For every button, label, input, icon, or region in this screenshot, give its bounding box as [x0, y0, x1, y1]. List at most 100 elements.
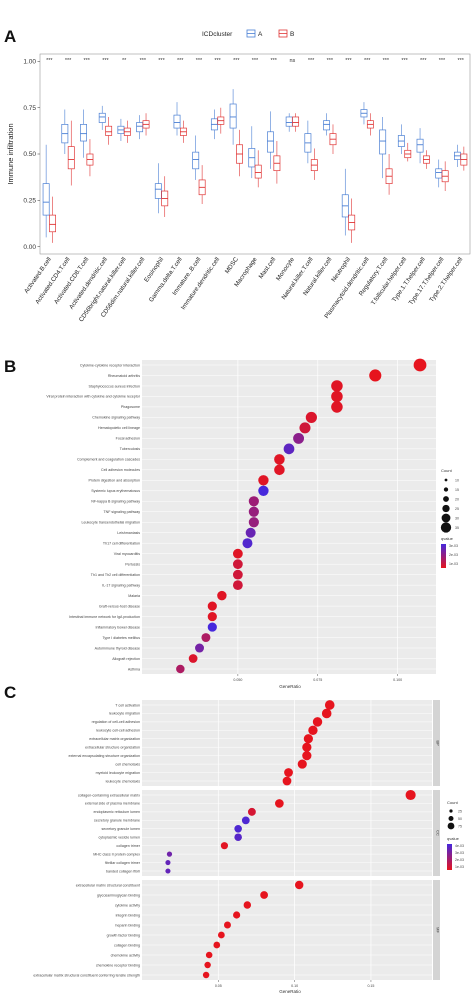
legend-count-label: 75 — [458, 824, 462, 828]
term-dot — [217, 931, 225, 939]
x-category-label: Activated.CD4.T.cell — [34, 256, 71, 305]
x-category-label: Type.1.T.helper.cell — [391, 256, 427, 303]
legend-qvalue-title: qvalue — [447, 836, 460, 841]
term-label: integrin binding — [116, 913, 140, 917]
significance-label: *** — [140, 58, 147, 64]
box-a — [285, 113, 293, 132]
panel-b-plot-area — [142, 360, 436, 674]
term-dot — [275, 799, 284, 808]
term-dot — [223, 921, 231, 929]
term-dot — [321, 708, 332, 719]
term-dot — [248, 506, 259, 517]
term-label: chemokine receptor binding — [96, 963, 140, 967]
y-tick-label: 0.00 — [23, 244, 36, 251]
legend-qvalue-label: 2e-03 — [455, 858, 464, 862]
panel-a-y-axis-title: Immune infiltration — [6, 123, 15, 184]
box-b — [142, 113, 150, 136]
box-body — [154, 183, 162, 199]
box-b — [105, 116, 113, 145]
significance-label: *** — [158, 58, 165, 64]
term-dot — [204, 961, 211, 969]
facet-plot-area — [142, 880, 432, 980]
box-b — [161, 176, 169, 217]
panel-a-legend-title: ICDcluster — [202, 31, 233, 38]
legend-qvalue-bar — [441, 544, 446, 568]
panel-c-legend: Count 25 50 75 qvalue 4e-03 3e-03 2e-03 1e-03 — [447, 800, 464, 870]
box-body — [292, 116, 300, 127]
legend-qvalue-label: 1e-03 — [455, 865, 464, 869]
term-dot — [303, 734, 313, 744]
panel-a-significance-labels: *** *** *** *** ** *** *** *** *** *** *** *** *** ns… — [46, 58, 465, 64]
box-a — [435, 159, 443, 188]
term-dot — [201, 633, 211, 643]
term-dot — [242, 538, 253, 549]
term-label: NF-kappa B signaling pathway — [91, 500, 140, 504]
term-label: myeloid leukocyte migration — [96, 771, 140, 775]
box-a — [341, 168, 349, 236]
significance-label: *** — [65, 58, 72, 64]
term-dot — [220, 842, 229, 850]
term-label: TNF signaling pathway — [103, 510, 140, 514]
term-label: leukocyte cell-cell adhesion — [96, 729, 140, 733]
legend-count-dot — [443, 487, 449, 492]
y-tick-label: 0.75 — [23, 105, 36, 112]
x-category-label: Activated.CD8.T.cell — [53, 256, 90, 305]
significance-label: *** — [457, 58, 464, 64]
significance-label: *** — [364, 58, 371, 64]
box-body — [416, 138, 424, 153]
term-label: Viral myocarditis — [114, 552, 140, 556]
box-body — [49, 214, 56, 233]
term-dot — [165, 868, 171, 874]
legend-label-a: A — [258, 31, 263, 38]
term-dot — [232, 559, 243, 570]
panel-b-x-ticks: 0.050 0.075 0.100 — [233, 674, 402, 682]
term-label: cytoplasmic vesicle lumen — [98, 836, 140, 840]
box-body — [267, 131, 274, 153]
term-dot — [302, 751, 312, 761]
legend-count-title: Count — [447, 800, 459, 805]
term-dot — [331, 390, 343, 403]
term-dot — [247, 807, 256, 816]
significance-label: *** — [383, 58, 390, 64]
term-dot — [331, 380, 343, 392]
significance-label: *** — [439, 58, 446, 64]
term-label: Staphylococcus aureus infection — [88, 384, 140, 388]
box-a — [192, 135, 200, 180]
panel-b-gridlines — [142, 360, 436, 674]
box-a — [229, 89, 237, 145]
y-tick-label: 1.00 — [23, 59, 36, 66]
box-a — [42, 144, 50, 238]
significance-label: *** — [270, 58, 277, 64]
box-b — [329, 124, 337, 154]
term-dot — [284, 768, 293, 777]
box-body — [42, 183, 50, 216]
term-label: Autoimmune thyroid disease — [95, 646, 140, 650]
significance-label: *** — [46, 58, 53, 64]
box-body — [254, 164, 262, 179]
term-label: Th17 cell differentiation — [103, 542, 140, 546]
term-dot — [297, 759, 307, 769]
significance-label: ns — [289, 58, 295, 64]
term-dot — [176, 664, 185, 674]
box-a — [117, 118, 125, 142]
panel-c-x-axis-title: GeneRatio — [279, 989, 301, 994]
legend-qvalue-title: qvalue — [441, 536, 454, 541]
term-label: collagen binding — [114, 943, 140, 947]
box-b — [273, 141, 281, 184]
legend-count-label: 25 — [455, 507, 459, 511]
term-label: Graft-versus-host disease — [99, 604, 140, 608]
box-body — [192, 151, 200, 170]
term-label: Leishmaniasis — [117, 531, 140, 535]
term-dot — [248, 517, 259, 528]
box-a — [397, 124, 405, 154]
box-body — [379, 129, 387, 155]
x-category-label: Mast.cell — [258, 256, 278, 280]
significance-label: *** — [252, 58, 259, 64]
term-label: extracellular structure organization — [85, 746, 140, 750]
term-dot — [274, 464, 285, 476]
box-a — [323, 113, 331, 136]
term-dot — [205, 951, 213, 959]
legend-count-dot — [447, 822, 455, 830]
box-a — [304, 120, 312, 164]
term-dot — [369, 369, 382, 382]
